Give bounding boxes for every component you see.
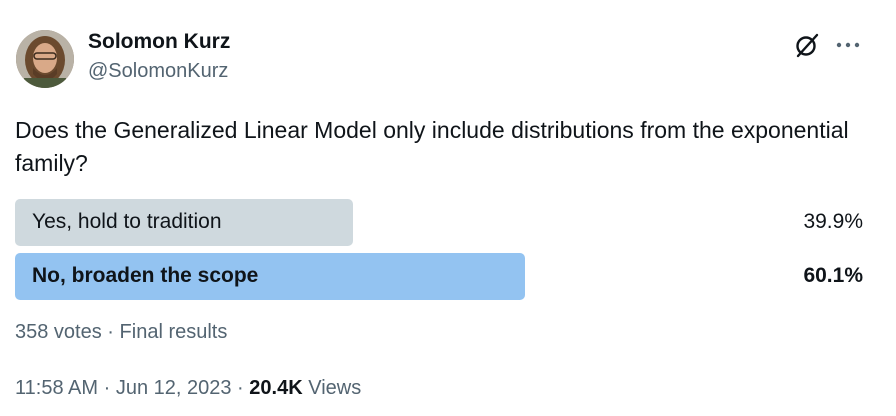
poll-option-percent: 39.9% <box>803 210 863 233</box>
tweet-timestamp: 11:58 AM · Jun 12, 2023 · 20.4K Views <box>15 377 361 400</box>
author-handle[interactable]: @SolomonKurz <box>88 60 229 82</box>
views-count: 20.4K <box>249 377 303 399</box>
author-name[interactable]: Solomon Kurz <box>88 30 231 53</box>
more-icon[interactable] <box>834 32 862 58</box>
avatar[interactable] <box>16 30 74 88</box>
poll-option-percent: 60.1% <box>803 264 863 287</box>
separator: · <box>237 377 244 399</box>
separator: · <box>107 321 114 343</box>
poll-bar <box>15 253 525 300</box>
views-label: Views <box>308 377 362 399</box>
avatar-image <box>16 30 74 88</box>
poll-summary: 358 votes · Final results <box>15 321 227 344</box>
tweet-date[interactable]: Jun 12, 2023 <box>115 377 232 399</box>
tweet-time[interactable]: 11:58 AM <box>15 377 99 399</box>
grok-icon[interactable] <box>794 32 820 58</box>
poll-votes: 358 votes <box>15 321 102 343</box>
poll-status: Final results <box>119 321 228 343</box>
poll-bar <box>15 199 353 246</box>
poll-option: No, broaden the scope 60.1% <box>15 253 875 300</box>
poll-option: Yes, hold to tradition 39.9% <box>15 199 875 246</box>
poll-option-label: No, broaden the scope <box>32 264 259 287</box>
poll-option-label: Yes, hold to tradition <box>32 210 222 233</box>
separator: · <box>103 377 111 399</box>
tweet-text: Does the Generalized Linear Model only i… <box>15 117 849 176</box>
